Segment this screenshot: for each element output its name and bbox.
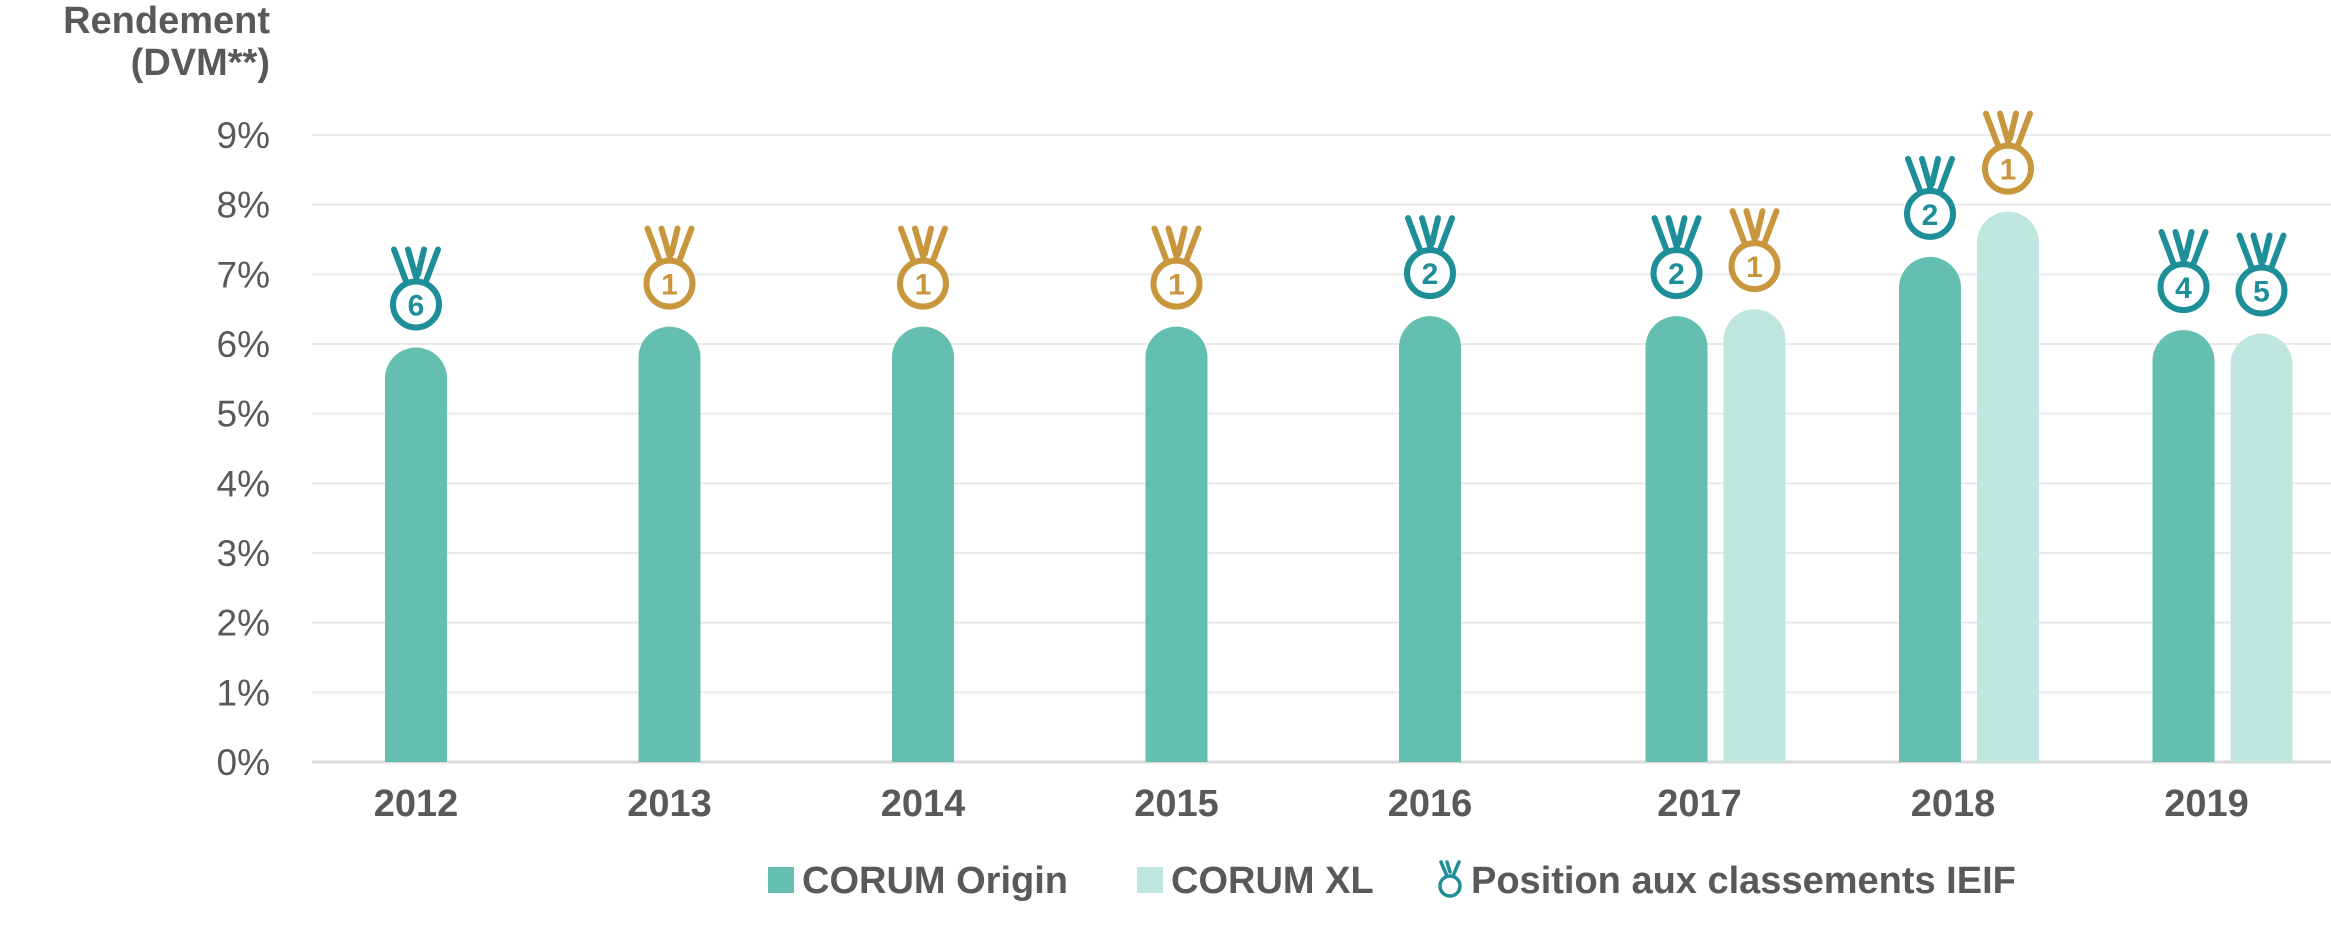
bar-corum-origin-2015 bbox=[1145, 326, 1208, 762]
medal-rank-label: 2 bbox=[1922, 199, 1939, 232]
x-tick-label: 2018 bbox=[1911, 783, 1996, 825]
y-tick-label: 7% bbox=[217, 254, 270, 295]
y-tick-label: 9% bbox=[217, 115, 270, 156]
medal-icon: 1 bbox=[1150, 225, 1203, 310]
y-tick-label: 1% bbox=[217, 672, 270, 713]
medal-icon: 4 bbox=[2157, 229, 2210, 314]
bar-corum-origin-2018 bbox=[1899, 256, 1961, 762]
legend-swatch bbox=[768, 867, 794, 893]
medal-icon: 1 bbox=[643, 225, 696, 310]
legend-label: CORUM Origin bbox=[802, 860, 1068, 902]
legend-label: Position aux classements IEIF bbox=[1471, 860, 2016, 902]
medal-rank-label: 1 bbox=[661, 269, 678, 302]
medal-rank-label: 2 bbox=[1668, 258, 1685, 291]
legend-item: CORUM XL bbox=[1137, 860, 1374, 902]
medal-rank-label: 1 bbox=[915, 269, 932, 302]
rank-medals: 6 1 1 1 2 2 1 2 1 4 5 bbox=[390, 110, 2288, 331]
x-tick-label: 2017 bbox=[1657, 783, 1742, 825]
y-tick-label: 5% bbox=[217, 394, 270, 435]
bar-corum-xl-2018 bbox=[1977, 211, 2039, 763]
bar-corum-origin-2019 bbox=[2152, 330, 2215, 762]
medal-rank-label: 2 bbox=[1422, 258, 1439, 291]
legend: CORUM Origin CORUM XL Position aux classem… bbox=[768, 860, 2016, 902]
x-tick-label: 2014 bbox=[881, 783, 966, 825]
legend-swatch bbox=[1137, 867, 1163, 893]
y-tick-label: 0% bbox=[217, 742, 270, 783]
medal-rank-label: 5 bbox=[2253, 276, 2270, 309]
medal-icon bbox=[1438, 860, 1462, 898]
medal-rank-label: 1 bbox=[1168, 269, 1185, 302]
x-tick-label: 2016 bbox=[1388, 783, 1473, 825]
y-tick-label: 4% bbox=[217, 463, 270, 504]
bar-corum-xl-2017 bbox=[1723, 309, 1786, 762]
medal-rank-label: 1 bbox=[1746, 251, 1763, 284]
bar-corum-origin-2017 bbox=[1645, 316, 1708, 762]
medal-rank-label: 1 bbox=[2000, 154, 2017, 187]
y-axis-label-line2: (DVM**) bbox=[131, 42, 270, 84]
legend-label: CORUM XL bbox=[1171, 860, 1374, 902]
medal-rank-label: 6 bbox=[408, 289, 425, 322]
y-axis-ticks: 0% 1% 2% 3% 4% 5% 6% 7% 8% 9% bbox=[217, 115, 270, 783]
medal-icon: 2 bbox=[1404, 215, 1456, 300]
medal-icon: 1 bbox=[1982, 110, 2034, 195]
bar-corum-origin-2013 bbox=[638, 326, 701, 762]
bar-corum-origin-2014 bbox=[892, 326, 954, 762]
y-tick-label: 8% bbox=[217, 185, 270, 226]
bars bbox=[385, 211, 2293, 763]
medal-icon: 1 bbox=[1728, 208, 1781, 293]
x-tick-label: 2019 bbox=[2164, 783, 2249, 825]
x-tick-label: 2013 bbox=[627, 783, 712, 825]
x-tick-label: 2015 bbox=[1134, 783, 1219, 825]
medal-icon: 6 bbox=[390, 246, 442, 331]
y-tick-label: 3% bbox=[217, 533, 270, 574]
legend-item: Position aux classements IEIF bbox=[1438, 860, 2016, 902]
y-tick-label: 2% bbox=[217, 603, 270, 644]
medal-icon: 2 bbox=[1650, 215, 1703, 300]
medal-rank-label: 4 bbox=[2175, 272, 2192, 305]
medal-icon: 1 bbox=[897, 225, 949, 310]
medal-icon: 5 bbox=[2235, 232, 2288, 317]
y-axis-label-line1: Rendement bbox=[63, 0, 270, 42]
bar-corum-xl-2019 bbox=[2230, 333, 2293, 762]
x-axis-ticks: 2012 2013 2014 2015 2016 2017 2018 2019 bbox=[374, 783, 2249, 825]
bar-corum-origin-2016 bbox=[1399, 316, 1461, 762]
legend-item: CORUM Origin bbox=[768, 860, 1068, 902]
bar-corum-origin-2012 bbox=[385, 347, 447, 762]
y-tick-label: 6% bbox=[217, 324, 270, 365]
medal-icon: 2 bbox=[1904, 155, 1956, 240]
x-tick-label: 2012 bbox=[374, 783, 459, 825]
